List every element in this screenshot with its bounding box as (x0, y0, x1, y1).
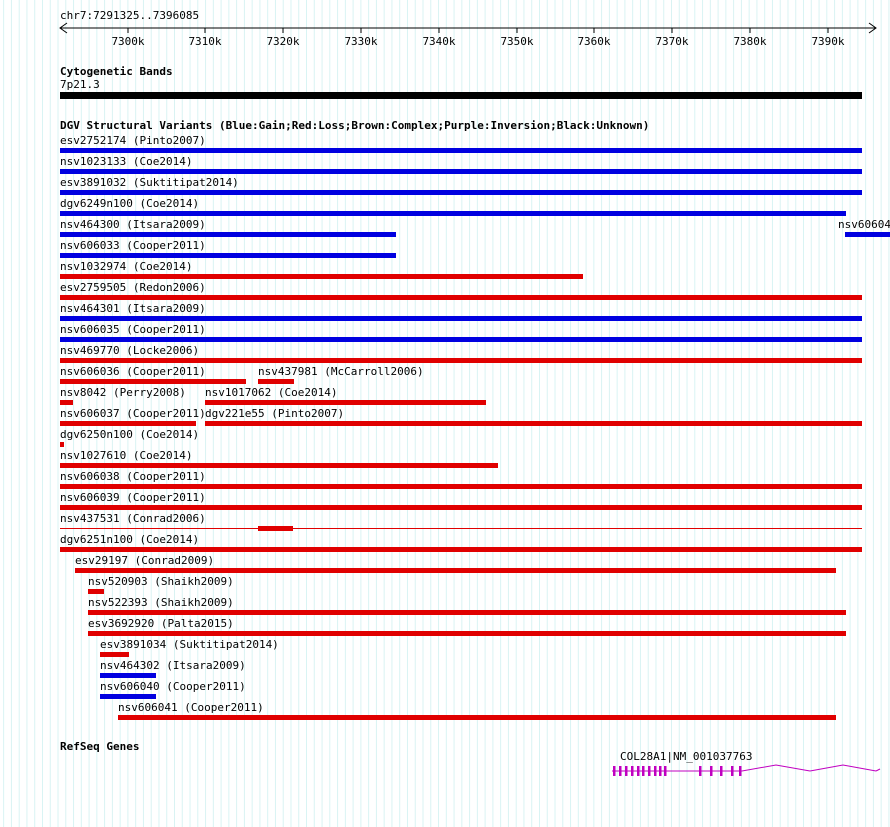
ruler-tick-label: 7300k (111, 35, 145, 48)
ruler-tick-label: 7390k (811, 35, 845, 48)
ruler-tick-label: 7340k (422, 35, 456, 48)
variant-label[interactable]: nsv606033 (Cooper2011) (60, 239, 206, 252)
variant-bar[interactable] (88, 631, 846, 636)
ruler-tick-label: 7320k (266, 35, 300, 48)
variant-bar[interactable] (205, 400, 486, 405)
variant-bar[interactable] (60, 463, 498, 468)
cytoband-bar[interactable] (60, 92, 862, 99)
variant-bar[interactable] (100, 673, 156, 678)
variant-bar[interactable] (60, 421, 196, 426)
variant-bar[interactable] (60, 190, 862, 195)
variant-bar[interactable] (60, 379, 246, 384)
variant-bar[interactable] (60, 505, 862, 510)
region-coordinates: chr7:7291325..7396085 (60, 9, 200, 22)
dgv-title: DGV Structural Variants (Blue:Gain;Red:L… (60, 119, 650, 132)
variant-bar[interactable] (60, 274, 583, 279)
variant-bar[interactable] (60, 358, 862, 363)
variant-label[interactable]: esv2752174 (Pinto2007) (60, 134, 206, 147)
refseq-title: RefSeq Genes (60, 740, 140, 753)
variant-label[interactable]: esv3891034 (Suktitipat2014) (100, 638, 279, 651)
variant-label[interactable]: nsv606037 (Cooper2011) (60, 407, 206, 420)
variant-bar[interactable] (60, 316, 862, 321)
gene-label[interactable]: COL28A1|NM_001037763 (620, 750, 753, 763)
ruler-tick-label: 7370k (655, 35, 689, 48)
variant-bar[interactable] (60, 232, 396, 237)
ruler-tick-label: 7350k (500, 35, 534, 48)
variant-label[interactable]: nsv464301 (Itsara2009) (60, 302, 206, 315)
variant-label[interactable]: nsv464300 (Itsara2009) (60, 218, 206, 231)
ruler-tick-label: 7360k (577, 35, 611, 48)
variant-bar[interactable] (845, 232, 890, 237)
variant-label[interactable]: dgv6251n100 (Coe2014) (60, 533, 200, 546)
variant-label[interactable]: nsv1032974 (Coe2014) (60, 260, 193, 273)
ruler-tick-label: 7380k (733, 35, 767, 48)
ruler[interactable] (0, 20, 890, 38)
variant-label[interactable]: esv2759505 (Redon2006) (60, 281, 206, 294)
variant-label[interactable]: dgv6250n100 (Coe2014) (60, 428, 200, 441)
variant-bar[interactable] (88, 610, 846, 615)
variant-label[interactable]: nsv606038 (Cooper2011) (60, 470, 206, 483)
ruler-tick-label: 7330k (344, 35, 378, 48)
variant-label[interactable]: nsv1027610 (Coe2014) (60, 449, 193, 462)
variant-bar[interactable] (100, 652, 129, 657)
cytoband-name: 7p21.3 (60, 78, 100, 91)
variant-bar[interactable] (100, 694, 156, 699)
variant-bar[interactable] (60, 211, 846, 216)
variant-label[interactable]: nsv522393 (Shaikh2009) (88, 596, 234, 609)
variant-bar[interactable] (60, 253, 396, 258)
variant-bar[interactable] (258, 379, 294, 384)
variant-label[interactable]: nsv469770 (Locke2006) (60, 344, 200, 357)
variant-label[interactable]: esv3891032 (Suktitipat2014) (60, 176, 239, 189)
cytobands-title: Cytogenetic Bands (60, 65, 173, 78)
variant-label[interactable]: nsv60604 (838, 218, 890, 231)
variant-bar[interactable] (205, 421, 862, 426)
variant-label[interactable]: nsv606039 (Cooper2011) (60, 491, 206, 504)
variant-label[interactable]: nsv1023133 (Coe2014) (60, 155, 193, 168)
variant-bar[interactable] (60, 442, 64, 447)
variant-label[interactable]: nsv606041 (Cooper2011) (118, 701, 264, 714)
variant-label[interactable]: nsv437981 (McCarroll2006) (258, 365, 424, 378)
variant-label[interactable]: esv3692920 (Palta2015) (88, 617, 234, 630)
variant-bar[interactable] (60, 295, 862, 300)
gene-glyph[interactable] (0, 759, 890, 785)
variant-label[interactable]: nsv464302 (Itsara2009) (100, 659, 246, 672)
variant-label[interactable]: dgv221e55 (Pinto2007) (205, 407, 345, 420)
variant-bar[interactable] (88, 589, 104, 594)
variant-bar[interactable] (60, 400, 73, 405)
variant-bar[interactable] (60, 484, 862, 489)
variant-bar[interactable] (75, 568, 836, 573)
variant-label[interactable]: nsv606040 (Cooper2011) (100, 680, 246, 693)
variant-label[interactable]: nsv8042 (Perry2008) (60, 386, 186, 399)
variant-bar[interactable] (60, 169, 862, 174)
variant-bar[interactable] (60, 547, 862, 552)
variant-label[interactable]: dgv6249n100 (Coe2014) (60, 197, 200, 210)
variant-label[interactable]: nsv520903 (Shaikh2009) (88, 575, 234, 588)
variant-label[interactable]: esv29197 (Conrad2009) (75, 554, 215, 567)
variant-bar[interactable] (118, 715, 836, 720)
variant-bar[interactable] (60, 337, 862, 342)
variant-label[interactable]: nsv606036 (Cooper2011) (60, 365, 206, 378)
variant-bar[interactable] (60, 528, 862, 529)
variant-label[interactable]: nsv1017062 (Coe2014) (205, 386, 338, 399)
variant-label[interactable]: nsv437531 (Conrad2006) (60, 512, 206, 525)
ruler-tick-label: 7310k (188, 35, 222, 48)
variant-bar[interactable] (60, 148, 862, 153)
variant-bar[interactable] (258, 526, 293, 531)
variant-label[interactable]: nsv606035 (Cooper2011) (60, 323, 206, 336)
